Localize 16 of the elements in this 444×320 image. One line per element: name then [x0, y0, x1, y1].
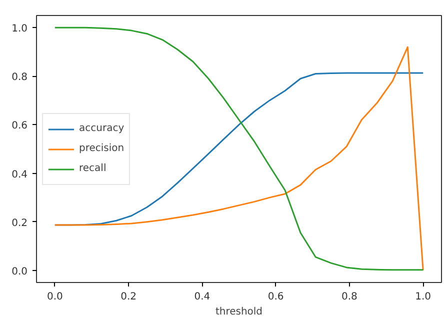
- y-tick-label: 0.0: [12, 266, 28, 278]
- legend-label: accuracy: [79, 123, 124, 134]
- y-tick-label: 1.0: [12, 24, 28, 35]
- x-tick-label: 0.8: [342, 292, 358, 302]
- x-axis-title: threshold: [215, 306, 263, 318]
- x-tick-label: 1.0: [415, 292, 432, 302]
- y-tick-label: 0.6: [12, 120, 28, 132]
- x-tick-label: 0.2: [120, 292, 136, 302]
- x-tick-label: 0.4: [194, 292, 210, 302]
- legend-label: precision: [79, 143, 124, 154]
- y-tick-label: 0.2: [12, 218, 28, 229]
- y-tick-label: 0.8: [12, 72, 28, 84]
- legend-label: recall: [79, 163, 106, 174]
- x-tick-label: 0.6: [268, 292, 284, 302]
- y-tick-label: 0.4: [12, 169, 28, 180]
- x-tick-label: 0.0: [46, 292, 63, 302]
